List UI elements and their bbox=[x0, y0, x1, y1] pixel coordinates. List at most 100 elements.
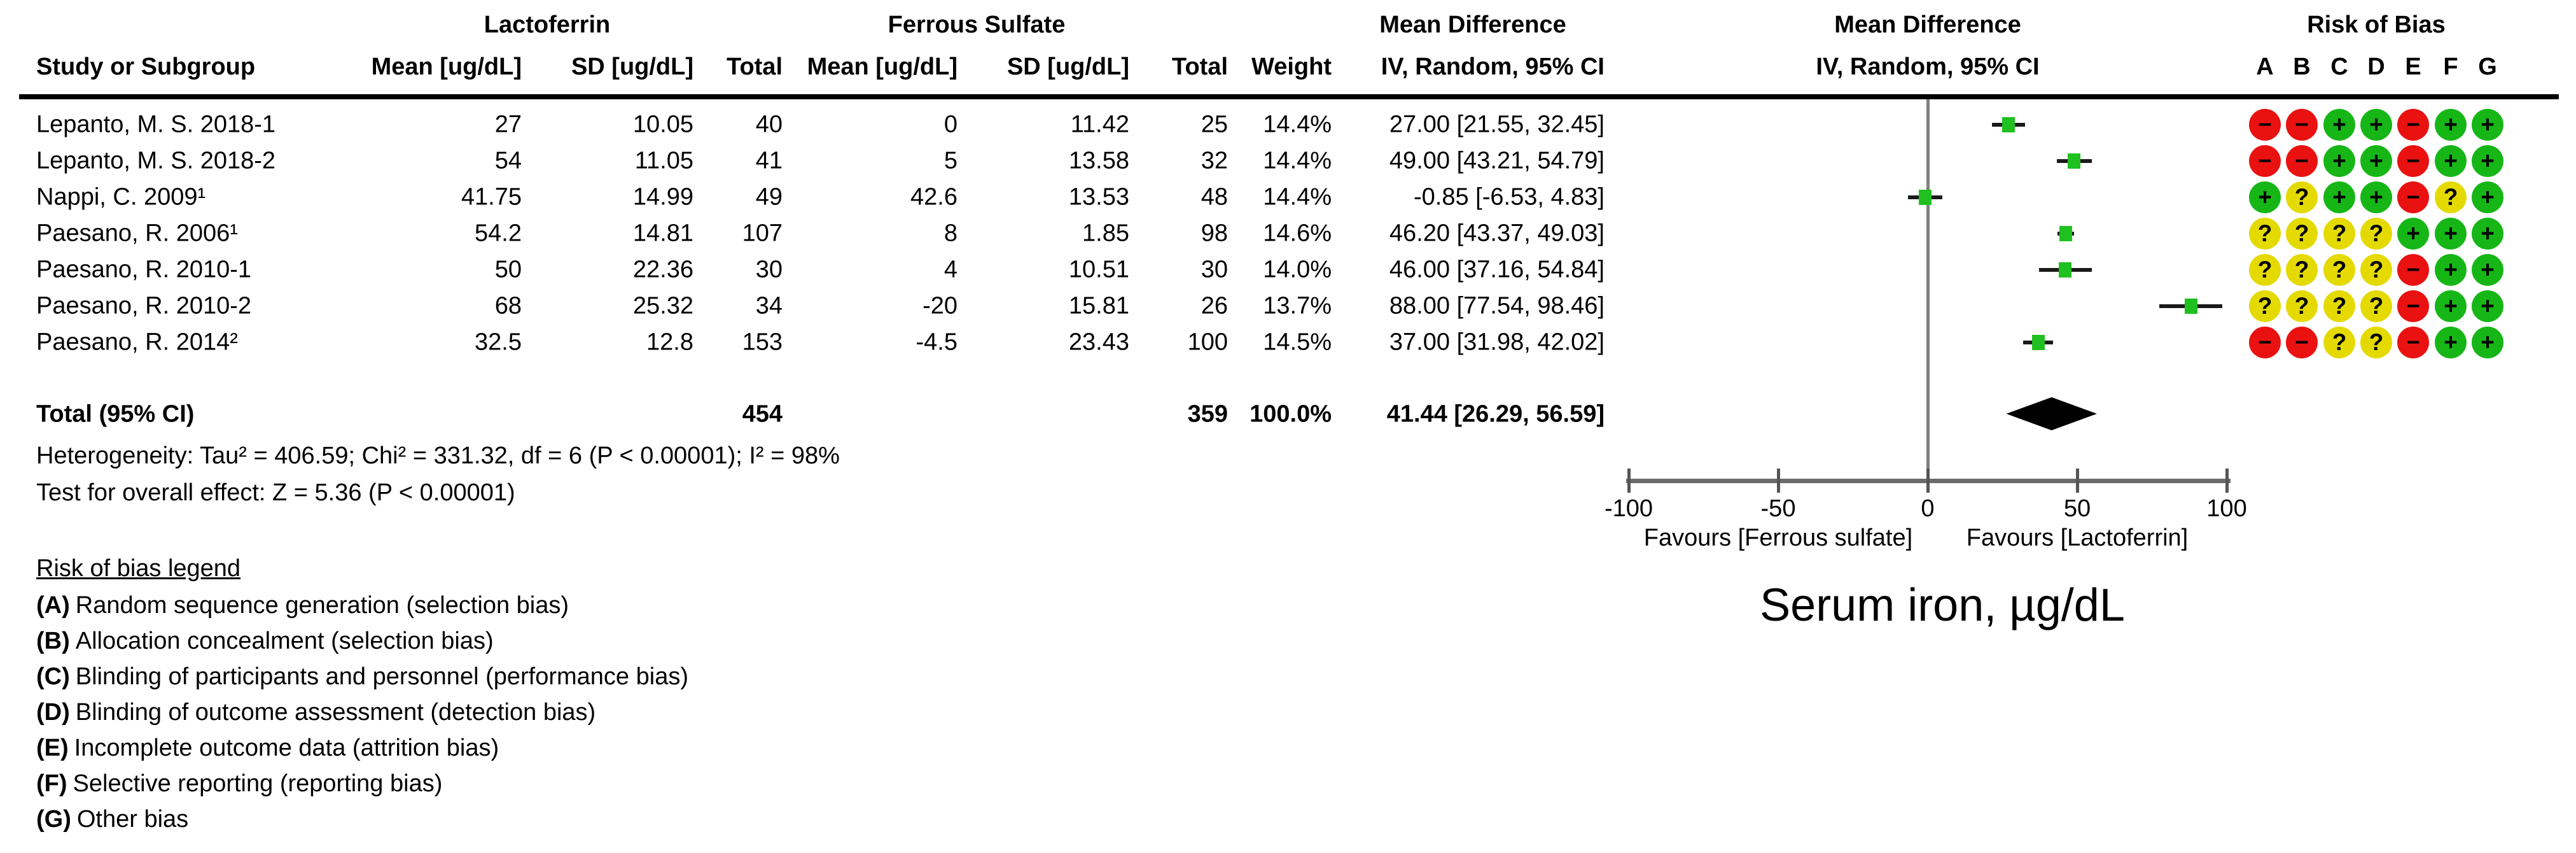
rob-legend-item: (C) Blinding of participants and personne… bbox=[36, 663, 688, 691]
md-ci-value: 46.20 [43.37, 49.03] bbox=[1389, 220, 1605, 246]
axis-tick-label: -100 bbox=[1604, 495, 1654, 522]
axis-tick-label: 0 bbox=[1921, 495, 1935, 522]
effect-square-marker bbox=[2059, 262, 2072, 278]
table-row: Paesano, R. 2010-2 68 25.32 34 -20 15.81… bbox=[0, 288, 2576, 324]
rob-icon-a: ? bbox=[2249, 253, 2281, 286]
rob-icon-g: + bbox=[2472, 145, 2503, 177]
md-ci-value: 88.00 [77.54, 98.46] bbox=[1389, 292, 1605, 319]
table-row: Paesano, R. 2006¹ 54.2 14.81 107 8 1.85 … bbox=[0, 215, 2576, 251]
fs-total-value: 98 bbox=[1201, 220, 1228, 246]
fs-sd-value: 13.58 bbox=[1068, 147, 1129, 174]
rob-icon-a: ? bbox=[2249, 290, 2281, 322]
lf-total-value: 49 bbox=[755, 183, 783, 210]
axis-tick bbox=[2075, 469, 2079, 493]
lf-total-value: 40 bbox=[755, 111, 783, 137]
col-header-fs-sd: SD [ug/dL] bbox=[1006, 53, 1129, 80]
rob-icon-c: ? bbox=[2323, 217, 2355, 250]
rob-legend-letter: (B) bbox=[36, 628, 70, 654]
col-header-md-ci: IV, Random, 95% CI bbox=[1381, 53, 1605, 80]
fs-total-value: 30 bbox=[1201, 256, 1228, 283]
zero-reference-line bbox=[1926, 99, 1930, 479]
plot-header-ci: IV, Random, 95% CI bbox=[1816, 53, 2040, 80]
total-row: Total (95% CI) 454 359 100.0% 41.44 [26.… bbox=[0, 396, 2576, 432]
rob-icon-c: ? bbox=[2323, 326, 2355, 358]
axis-tick bbox=[1776, 469, 1780, 493]
effect-square-marker bbox=[2031, 334, 2045, 350]
rob-icon-c: ? bbox=[2323, 253, 2355, 286]
total-label: Total (95% CI) bbox=[36, 400, 195, 427]
rob-icon-e: − bbox=[2397, 253, 2429, 286]
study-name: Paesano, R. 2006¹ bbox=[36, 220, 238, 246]
fs-total-value: 32 bbox=[1201, 147, 1228, 174]
fs-mean-value: 5 bbox=[943, 147, 957, 174]
weight-value: 14.4% bbox=[1263, 111, 1332, 137]
rob-icon-b: ? bbox=[2286, 217, 2318, 250]
rob-icon-f: + bbox=[2435, 108, 2467, 141]
lf-mean-value: 68 bbox=[494, 292, 522, 319]
col-header-study: Study or Subgroup bbox=[36, 53, 256, 80]
rob-legend-letter: (A) bbox=[36, 592, 70, 619]
heterogeneity-text: Heterogeneity: Tau² = 406.59; Chi² = 331… bbox=[36, 442, 840, 469]
fs-total-value: 25 bbox=[1201, 111, 1228, 137]
fs-mean-value: 0 bbox=[943, 111, 957, 137]
fs-mean-value: 8 bbox=[943, 220, 957, 246]
risk-of-bias-header: Risk of Bias bbox=[2307, 11, 2446, 38]
rob-icon-e: − bbox=[2397, 108, 2429, 141]
rob-letter-f: F bbox=[2443, 53, 2458, 80]
md-column-header: Mean Difference bbox=[1379, 11, 1566, 38]
rob-icon-a: − bbox=[2249, 326, 2281, 358]
md-ci-value: 27.00 [21.55, 32.45] bbox=[1389, 111, 1605, 137]
study-name: Lepanto, M. S. 2018-1 bbox=[36, 111, 276, 137]
rob-icon-g: + bbox=[2472, 326, 2503, 358]
fs-sd-value: 13.53 bbox=[1068, 183, 1129, 210]
fs-mean-value: -4.5 bbox=[916, 328, 957, 355]
rob-letter-b: B bbox=[2293, 53, 2311, 80]
axis-tick bbox=[2225, 469, 2229, 493]
rob-legend-letter: (D) bbox=[36, 699, 70, 726]
rob-icon-g: + bbox=[2472, 217, 2503, 250]
lf-sd-value: 22.36 bbox=[632, 256, 693, 283]
favours-right-label: Favours [Lactoferrin] bbox=[1966, 525, 2189, 551]
axis-tick-label: 100 bbox=[2206, 495, 2247, 522]
rob-legend-item: (G) Other bias bbox=[36, 806, 188, 833]
lf-mean-value: 41.75 bbox=[461, 183, 522, 210]
rob-letter-e: E bbox=[2405, 53, 2421, 80]
fs-total-value: 48 bbox=[1201, 183, 1228, 210]
rob-legend-text: Selective reporting (reporting bias) bbox=[73, 770, 443, 797]
rob-icon-d: + bbox=[2360, 145, 2392, 177]
plot-title: Serum iron, µg/dL bbox=[1760, 580, 2125, 631]
rob-icon-a: − bbox=[2249, 108, 2281, 141]
fs-total-value: 26 bbox=[1201, 292, 1228, 319]
axis-tick-label: -50 bbox=[1760, 495, 1796, 522]
rob-icon-f: + bbox=[2435, 326, 2467, 358]
col-header-weight: Weight bbox=[1251, 53, 1332, 80]
col-header-lf-mean: Mean [ug/dL] bbox=[371, 53, 522, 80]
rob-legend-text: Blinding of participants and personnel (… bbox=[75, 663, 688, 690]
weight-value: 14.0% bbox=[1263, 256, 1332, 283]
col-header-fs-mean: Mean [ug/dL] bbox=[807, 53, 957, 80]
total-md-ci: 41.44 [26.29, 56.59] bbox=[1386, 400, 1605, 427]
study-name: Paesano, R. 2010-2 bbox=[36, 292, 252, 319]
lf-total-value: 34 bbox=[755, 292, 783, 319]
rob-legend-text: Blinding of outcome assessment (detectio… bbox=[75, 699, 596, 726]
weight-value: 14.5% bbox=[1263, 328, 1332, 355]
lf-sd-value: 12.8 bbox=[646, 328, 693, 355]
col-header-lf-sd: SD [ug/dL] bbox=[571, 53, 693, 80]
axis-tick-label: 50 bbox=[2063, 495, 2091, 522]
fs-mean-value: 42.6 bbox=[910, 183, 957, 210]
study-name: Paesano, R. 2010-1 bbox=[36, 256, 252, 283]
rob-icon-c: + bbox=[2323, 145, 2355, 177]
rob-icon-e: + bbox=[2397, 217, 2429, 250]
rob-letter-d: D bbox=[2367, 53, 2385, 80]
lf-mean-value: 32.5 bbox=[475, 328, 522, 355]
rob-icon-f: + bbox=[2435, 253, 2467, 286]
lf-total-value: 30 bbox=[755, 256, 783, 283]
table-row: Lepanto, M. S. 2018-1 27 10.05 40 0 11.4… bbox=[0, 106, 2576, 143]
rob-icon-b: − bbox=[2286, 108, 2318, 141]
weight-value: 14.4% bbox=[1263, 183, 1332, 210]
md-ci-value: 49.00 [43.21, 54.79] bbox=[1389, 147, 1605, 174]
rob-legend-item: (E) Incomplete outcome data (attrition bi… bbox=[36, 735, 499, 762]
table-row: Paesano, R. 2014² 32.5 12.8 153 -4.5 23.… bbox=[0, 324, 2576, 360]
rob-legend-item: (B) Allocation concealment (selection bia… bbox=[36, 628, 494, 655]
rob-icon-d: ? bbox=[2360, 326, 2392, 358]
